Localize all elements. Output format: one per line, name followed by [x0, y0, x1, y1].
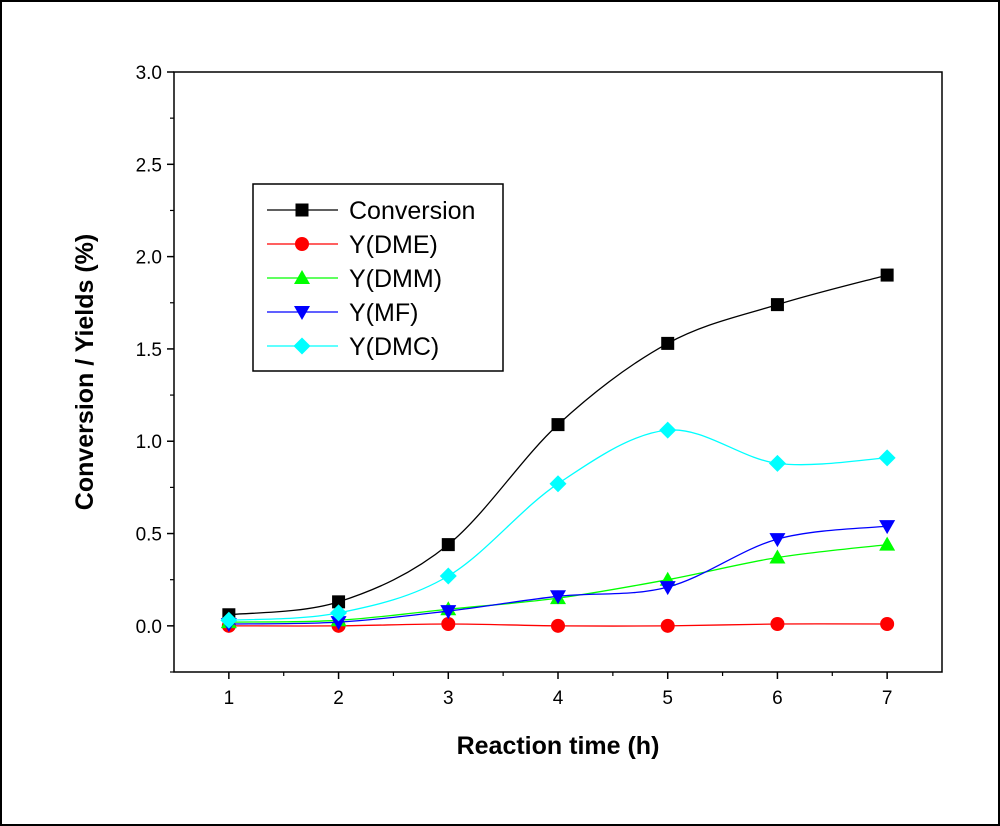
y-tick-label: 2.0	[136, 248, 162, 269]
data-point-y-mf	[440, 605, 457, 620]
data-point-y-mf	[550, 590, 566, 605]
series-y-mf	[220, 520, 896, 632]
x-tick-label: 4	[553, 688, 564, 709]
data-point-y-dmm	[769, 549, 786, 564]
data-point-y-dmc	[878, 449, 896, 467]
data-point-conversion	[661, 336, 675, 350]
legend-label: Y(DMC)	[349, 333, 439, 361]
legend-marker	[293, 337, 311, 355]
x-axis-title: Reaction time (h)	[457, 732, 660, 760]
data-point-y-dmc	[768, 454, 786, 472]
data-point-conversion	[551, 418, 565, 432]
data-point-y-dme	[770, 617, 785, 631]
series-y-dme	[221, 617, 895, 633]
legend-marker	[295, 203, 309, 217]
y-tick-label: 1.0	[136, 432, 162, 453]
data-point-conversion	[441, 538, 455, 552]
legend-marker	[294, 306, 310, 320]
legend: Conversion Y(DME) Y(DMM) Y(MF) Y(DMC)	[252, 183, 504, 372]
data-point-y-dmc	[220, 611, 238, 629]
legend-label: Y(DMM)	[349, 265, 442, 293]
series-line-y-dmm	[228, 543, 888, 623]
data-point-conversion	[880, 268, 894, 282]
series-layer	[220, 268, 896, 633]
series-y-dmc	[220, 421, 896, 629]
x-tick-label: 1	[224, 688, 235, 709]
x-tick-label: 3	[443, 688, 454, 709]
data-point-y-dme	[441, 617, 456, 631]
legend-label: Conversion	[349, 197, 475, 225]
y-tick-label: 1.5	[136, 340, 162, 361]
data-point-y-dmc	[330, 604, 348, 622]
data-point-y-mf	[659, 581, 676, 596]
x-tick-label: 5	[662, 688, 673, 709]
legend-label: Y(DME)	[349, 231, 438, 259]
data-point-y-mf	[769, 533, 786, 548]
data-point-y-dmm	[879, 536, 896, 551]
data-point-y-dme	[880, 617, 895, 631]
legend-entry-y-mf: Y(MF)	[267, 299, 418, 327]
series-line-y-mf	[228, 525, 888, 625]
legend-label: Y(MF)	[349, 299, 418, 327]
data-point-y-dmc	[549, 475, 567, 493]
axes: 0.0 0.5 1.0 1.5 2.0 2.5 3.0 1 2 3 4 5 6 7	[136, 63, 943, 709]
plot-area-border	[173, 71, 943, 673]
y-tick-label: 0.5	[136, 525, 162, 546]
data-point-y-dmc	[439, 567, 457, 585]
data-point-y-dmc	[659, 421, 677, 439]
x-tick-label: 2	[333, 688, 344, 709]
data-point-y-dme	[660, 618, 675, 633]
x-tick-label: 7	[882, 688, 893, 709]
data-point-y-dme	[551, 618, 565, 633]
legend-marker	[295, 237, 309, 251]
data-point-conversion	[332, 595, 346, 609]
legend-marker	[294, 270, 310, 284]
series-y-dmm	[220, 536, 896, 629]
data-point-y-mf	[879, 520, 896, 535]
legend-entry-y-dme: Y(DME)	[267, 231, 438, 259]
data-point-y-mf	[330, 616, 347, 631]
legend-entry-y-dmm: Y(DMM)	[267, 265, 442, 293]
x-tick-label: 6	[772, 688, 783, 709]
y-tick-label: 2.5	[136, 155, 162, 176]
legend-entry-y-dmc: Y(DMC)	[267, 333, 439, 361]
data-point-conversion	[770, 298, 784, 312]
y-tick-label: 0.0	[136, 617, 162, 638]
legend-entry-conversion: Conversion	[267, 197, 475, 225]
y-tick-label: 3.0	[136, 63, 162, 84]
y-axis-title: Conversion / Yields (%)	[71, 234, 99, 510]
